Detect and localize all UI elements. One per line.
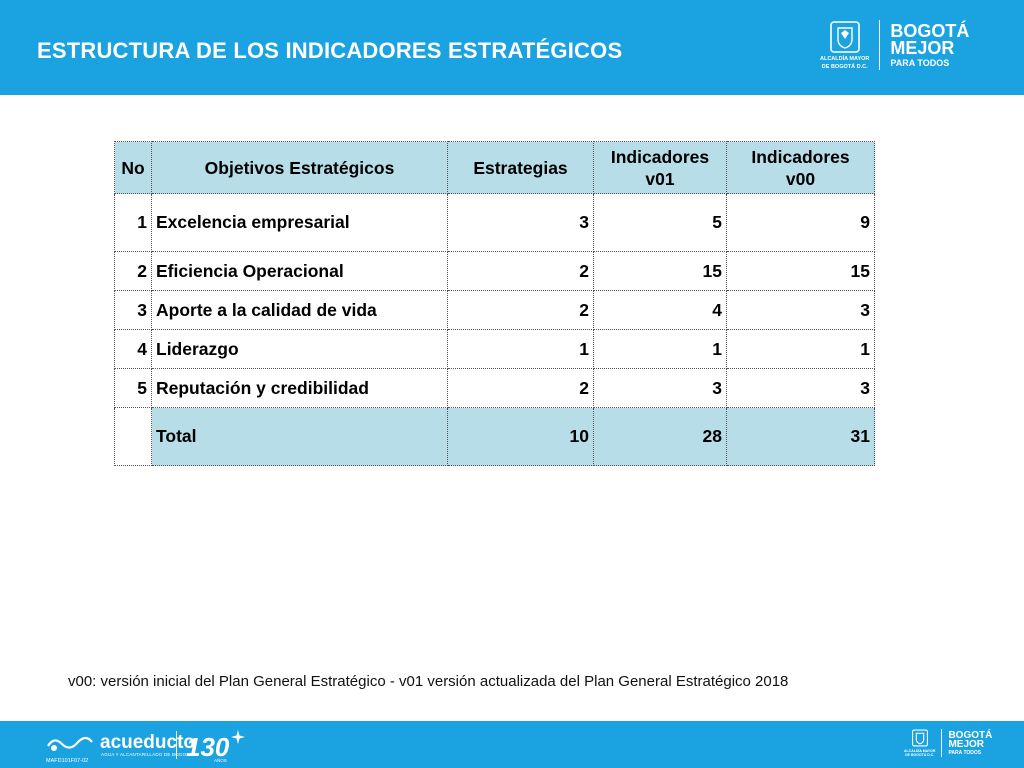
row-estrategias: 2	[447, 251, 594, 291]
alcaldia-line1: ALCALDÍA MAYOR	[820, 56, 870, 62]
bogota-line1: BOGOTÁ	[890, 20, 970, 41]
header-indicadores-v00: Indicadores v00	[726, 141, 875, 194]
header-band: ESTRUCTURA DE LOS INDICADORES ESTRATÉGIC…	[0, 0, 1024, 95]
coat-of-arms-icon	[911, 729, 928, 747]
document-code: MAFD101F07-02	[46, 758, 89, 764]
page-title: ESTRUCTURA DE LOS INDICADORES ESTRATÉGIC…	[37, 38, 623, 63]
header-v01-line2: v01	[645, 168, 675, 189]
row-v01: 3	[593, 368, 727, 408]
row-v00: 9	[726, 193, 875, 252]
anniversary-logo: 130	[186, 730, 246, 762]
acueducto-subtitle: AGUA Y ALCANTARILLADO DE BOGOTA	[101, 752, 193, 757]
row-objetivo: Excelencia empresarial	[151, 193, 448, 252]
header-v00-line2: v00	[785, 168, 816, 189]
alcaldia-line2: DE BOGOTÁ D.C.	[821, 64, 868, 70]
row-objetivo: Liderazgo	[151, 329, 448, 369]
footer-bogota-mejor-logo: BOGOTÁ MEJOR PARA TODOS	[948, 729, 993, 756]
row-v00: 3	[726, 368, 875, 408]
footer-separator	[176, 731, 177, 759]
row-v01: 4	[593, 290, 727, 330]
footnote: v00: versión inicial del Plan General Es…	[68, 673, 789, 690]
coat-of-arms-icon	[829, 21, 860, 53]
bogota-mejor-logo: BOGOTÁ MEJOR PARA TODOS	[890, 20, 970, 68]
row-objetivo: Eficiencia Operacional	[151, 251, 448, 291]
footer-alcaldia-line2: DE BOGOTÁ D.C.	[905, 753, 935, 757]
footer-bogota-line2: MEJOR	[948, 739, 984, 751]
footer-alcaldia-logo: ALCALDÍA MAYOR DE BOGOTÁ D.C.	[904, 729, 935, 757]
header-v00-line1: Indicadores	[751, 146, 850, 167]
header-logos: ALCALDÍA MAYOR DE BOGOTÁ D.C. BOGOTÁ MEJ…	[820, 20, 969, 70]
indicators-table-wrap: No Objetivos Estratégicos Estrategias In…	[114, 141, 875, 466]
header-estrategias: Estrategias	[447, 141, 594, 194]
logo-divider	[879, 20, 881, 70]
table-total-row: Total 10 28 31	[114, 407, 875, 466]
total-no-empty	[114, 407, 152, 466]
anniversary-subtitle: AÑOS	[214, 758, 227, 763]
row-estrategias: 1	[447, 329, 594, 369]
anniversary-number: 130	[186, 732, 230, 762]
footer-alcaldia-line1: ALCALDÍA MAYOR	[904, 749, 936, 753]
row-v00: 1	[726, 329, 875, 369]
row-no: 3	[114, 290, 152, 330]
acueducto-logo: acueducto	[44, 732, 195, 754]
footer-bogota-line1: BOGOTÁ	[948, 729, 993, 741]
header-objetivos: Objetivos Estratégicos	[151, 141, 448, 194]
acueducto-label: acueducto	[100, 732, 196, 753]
row-objetivo: Aporte a la calidad de vida	[151, 290, 448, 330]
footer-bogota-line3: PARA TODOS	[948, 749, 982, 756]
row-estrategias: 2	[447, 368, 594, 408]
total-v01: 28	[593, 407, 727, 466]
row-no: 4	[114, 329, 152, 369]
table-row: 1 Excelencia empresarial 3 5 9	[114, 193, 875, 252]
water-drop-icon	[47, 736, 93, 751]
header-v01-line1: Indicadores	[610, 146, 710, 167]
row-v00: 3	[726, 290, 875, 330]
footer-band	[0, 721, 1024, 768]
total-estrategias: 10	[447, 407, 594, 466]
total-v00: 31	[726, 407, 875, 466]
row-v01: 15	[593, 251, 727, 291]
row-no: 2	[114, 251, 152, 291]
header-indicadores-v01: Indicadores v01	[593, 141, 727, 194]
row-v01: 1	[593, 329, 727, 369]
row-no: 1	[114, 193, 152, 252]
table-row: 2 Eficiencia Operacional 2 15 15	[114, 251, 875, 291]
indicators-table: No Objetivos Estratégicos Estrategias In…	[114, 141, 875, 466]
row-estrategias: 3	[447, 193, 594, 252]
table-header-row: No Objetivos Estratégicos Estrategias In…	[114, 141, 875, 194]
header-no: No	[114, 141, 152, 194]
table-row: 5 Reputación y credibilidad 2 3 3	[114, 368, 875, 408]
sparkle-icon	[231, 730, 246, 744]
alcaldia-logo: ALCALDÍA MAYOR DE BOGOTÁ D.C.	[820, 20, 869, 70]
row-v01: 5	[593, 193, 727, 252]
row-estrategias: 2	[447, 290, 594, 330]
total-label: Total	[151, 407, 448, 466]
footer-logos: ALCALDÍA MAYOR DE BOGOTÁ D.C. BOGOTÁ MEJ…	[904, 729, 992, 757]
bogota-line3: PARA TODOS	[890, 57, 950, 68]
row-v00: 15	[726, 251, 875, 291]
row-objetivo: Reputación y credibilidad	[151, 368, 448, 408]
row-no: 5	[114, 368, 152, 408]
table-row: 3 Aporte a la calidad de vida 2 4 3	[114, 290, 875, 330]
table-row: 4 Liderazgo 1 1 1	[114, 329, 875, 369]
footer-logo-divider	[941, 729, 943, 757]
bogota-line2: MEJOR	[890, 37, 955, 58]
